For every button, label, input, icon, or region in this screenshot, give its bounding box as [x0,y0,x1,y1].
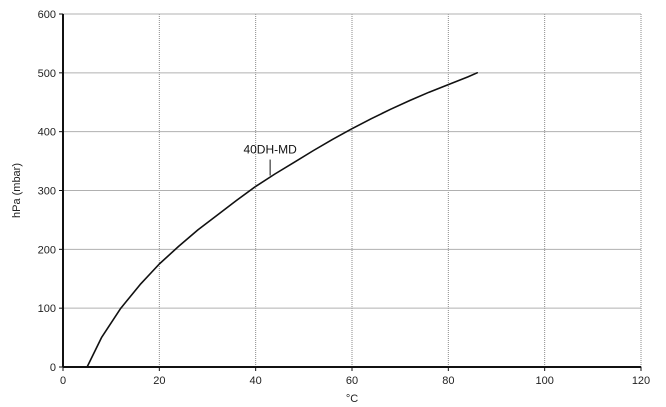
x-tick-label: 100 [535,375,553,387]
x-tick-label: 40 [250,375,262,387]
y-tick-label: 400 [38,127,56,139]
series-line [86,72,478,368]
y-tick-label: 500 [38,68,56,80]
series [86,72,478,368]
axis-titles: °C hPa (mbar) [11,163,358,405]
tick-labels: 0 100 200 300 400 500 600 0 20 40 60 80 100 120 [38,9,651,387]
grid [63,13,642,367]
x-tick-label: 0 [60,375,66,387]
axes [59,13,642,371]
annotations: 40DH-MD [243,143,297,176]
y-axis-title: hPa (mbar) [11,163,23,218]
y-tick-label: 0 [50,362,56,374]
x-tick-label: 20 [153,375,165,387]
x-tick-label: 120 [632,375,650,387]
y-tick-label: 100 [38,303,56,315]
y-tick-label: 200 [38,244,56,256]
x-axis-title: °C [346,393,358,405]
x-tick-label: 80 [442,375,454,387]
x-tick-label: 60 [346,375,358,387]
y-tick-label: 600 [38,9,56,21]
annotation-label: 40DH-MD [243,143,297,157]
y-tick-label: 300 [38,186,56,198]
